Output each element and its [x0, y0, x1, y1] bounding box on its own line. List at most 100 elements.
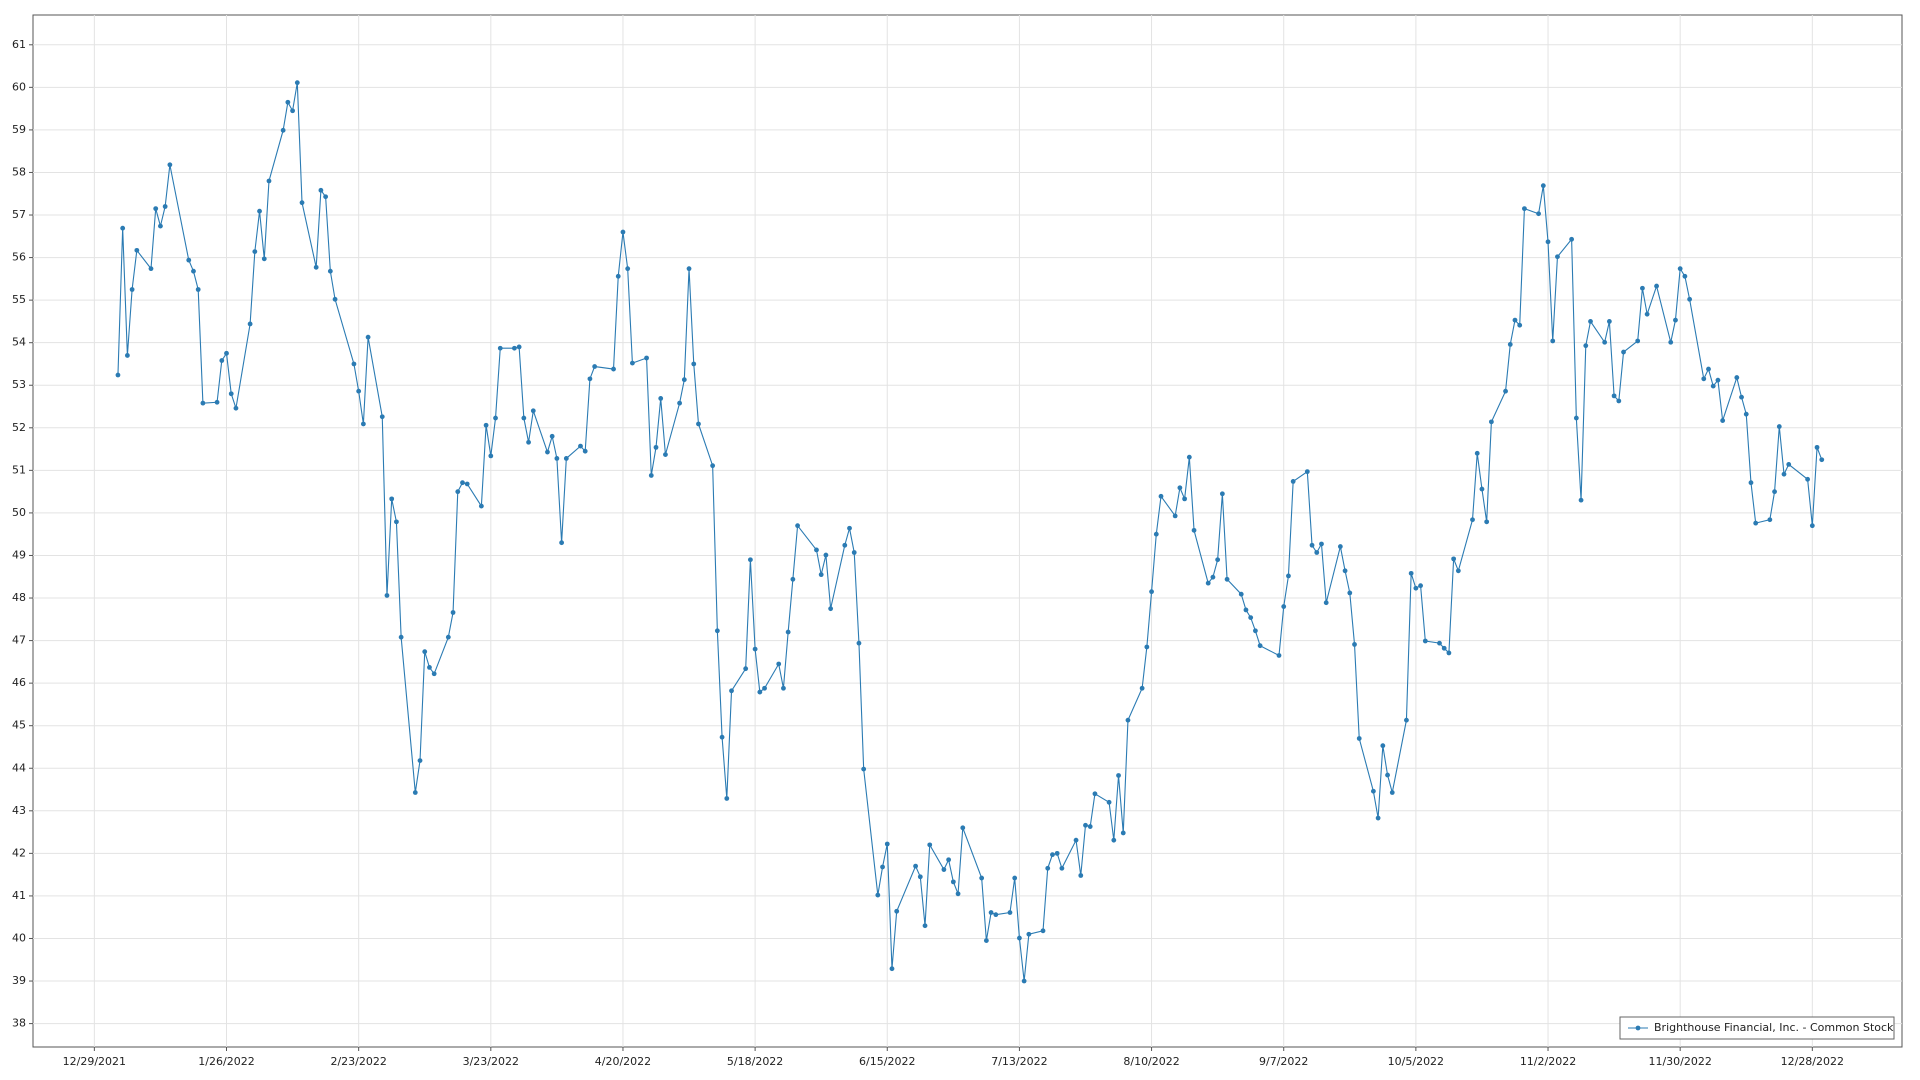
data-point	[1172, 513, 1178, 519]
data-point	[1578, 497, 1584, 503]
data-point	[214, 399, 220, 405]
data-point	[186, 257, 192, 263]
data-point	[1389, 790, 1395, 795]
data-point	[360, 421, 366, 427]
data-point	[1517, 322, 1523, 328]
data-point	[729, 688, 734, 694]
data-point	[714, 628, 720, 634]
data-point	[1257, 643, 1263, 649]
data-point	[1809, 523, 1815, 529]
data-point	[653, 444, 659, 450]
data-point	[327, 268, 333, 274]
x-tick-label: 12/29/2021	[63, 1055, 126, 1068]
data-point	[889, 966, 895, 972]
data-point	[752, 646, 758, 652]
data-point	[620, 229, 626, 235]
data-point	[299, 200, 305, 206]
data-point	[960, 825, 966, 831]
y-tick-label: 48	[12, 591, 26, 604]
data-point	[427, 664, 432, 670]
data-point	[823, 552, 829, 558]
data-point	[356, 388, 362, 394]
y-tick-label: 41	[12, 889, 26, 902]
data-point	[460, 480, 465, 486]
data-point	[1550, 338, 1556, 344]
data-point	[1455, 568, 1461, 574]
data-point	[1073, 837, 1079, 843]
data-point	[927, 842, 933, 848]
data-point	[658, 396, 664, 401]
data-point	[365, 334, 371, 340]
data-point	[880, 864, 885, 870]
data-point	[1219, 491, 1225, 497]
x-tick-label: 5/18/2022	[727, 1055, 783, 1068]
y-tick-label: 45	[12, 719, 26, 732]
data-point	[1050, 852, 1055, 858]
data-point	[677, 400, 682, 406]
data-point	[611, 366, 616, 372]
data-point	[1701, 376, 1707, 382]
data-point	[261, 256, 267, 262]
data-point	[1408, 570, 1414, 576]
y-tick-label: 52	[12, 421, 26, 434]
data-point	[1545, 239, 1551, 245]
data-point	[814, 547, 819, 553]
data-point	[129, 287, 135, 292]
data-point	[191, 268, 196, 274]
data-point	[1611, 393, 1617, 399]
data-point	[266, 178, 272, 184]
x-tick-label: 6/15/2022	[859, 1055, 915, 1068]
data-point	[1380, 743, 1386, 749]
y-tick-label: 49	[12, 548, 26, 561]
data-point	[988, 910, 994, 915]
data-point	[228, 391, 234, 397]
data-point	[1673, 317, 1678, 323]
data-point	[1441, 645, 1447, 651]
data-point	[1616, 398, 1622, 404]
data-point	[233, 405, 239, 411]
data-point	[483, 422, 489, 428]
data-point	[323, 194, 329, 200]
data-point	[663, 452, 668, 458]
data-point	[1087, 824, 1093, 829]
y-tick-label: 43	[12, 804, 26, 817]
data-point	[1772, 489, 1777, 495]
data-point	[417, 758, 423, 763]
data-point	[1470, 517, 1475, 523]
data-point	[1640, 285, 1645, 291]
x-tick-label: 7/13/2022	[991, 1055, 1047, 1068]
data-point	[115, 372, 121, 378]
y-tick-label: 58	[12, 165, 26, 178]
data-point	[313, 264, 319, 270]
data-point	[280, 127, 286, 133]
data-point	[785, 629, 791, 635]
data-point	[431, 671, 437, 677]
data-point	[1682, 273, 1688, 279]
data-point	[941, 867, 947, 872]
data-point	[318, 187, 324, 193]
data-point	[795, 523, 800, 529]
legend: Brighthouse Financial, Inc. - Common Sto…	[1619, 1016, 1895, 1040]
data-point	[1677, 266, 1683, 272]
data-point	[563, 456, 569, 461]
y-tick-label: 55	[12, 293, 26, 306]
data-point	[1706, 366, 1711, 372]
data-point	[828, 606, 834, 612]
data-point	[615, 273, 621, 279]
data-point	[1739, 394, 1744, 400]
data-point	[1819, 457, 1825, 463]
data-point	[913, 863, 918, 869]
y-tick-label: 51	[12, 463, 26, 476]
legend-label: Brighthouse Financial, Inc. - Common Sto…	[1654, 1021, 1894, 1034]
data-point	[1116, 773, 1121, 778]
data-point	[247, 321, 253, 327]
data-point	[389, 496, 395, 502]
x-tick-label: 4/20/2022	[595, 1055, 651, 1068]
data-point	[1205, 580, 1211, 586]
y-tick-label: 47	[12, 634, 26, 647]
x-tick-label: 3/23/2022	[463, 1055, 519, 1068]
y-tick-label: 53	[12, 378, 26, 391]
data-point	[1182, 496, 1188, 502]
